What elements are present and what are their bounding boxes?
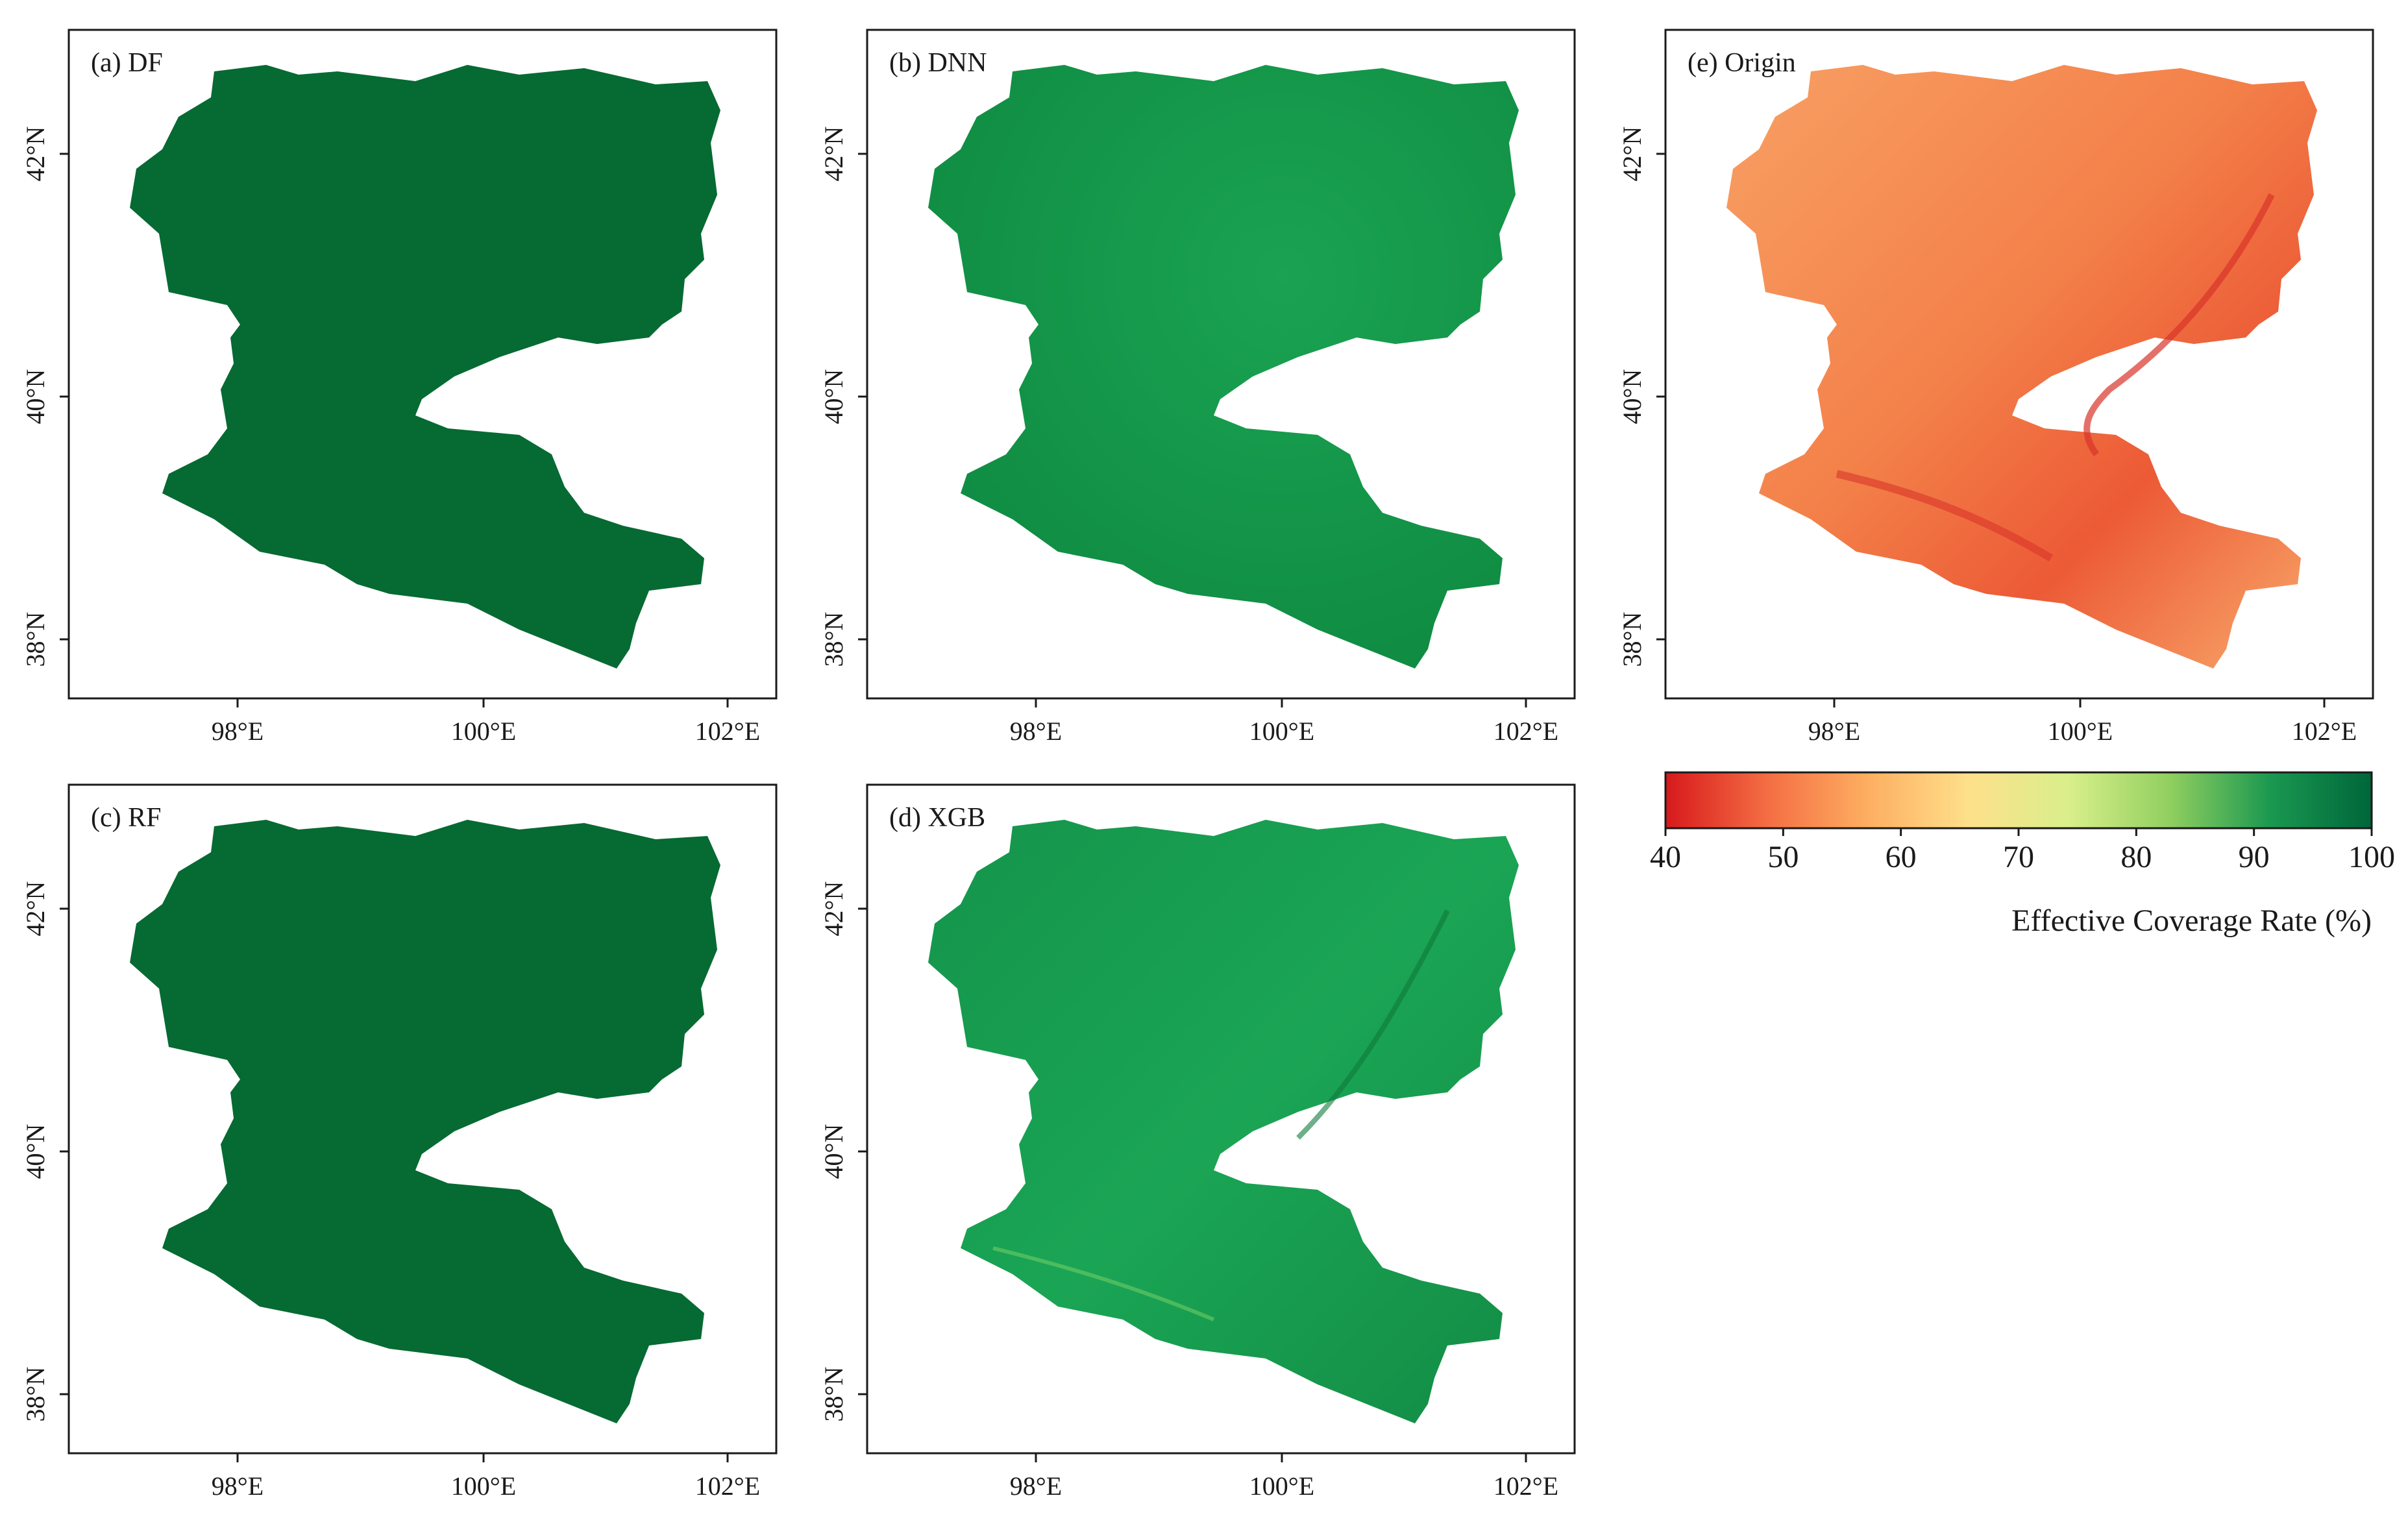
lon-tick-group: 98°E 100°E 102°E <box>1010 1453 1558 1501</box>
panel-label: (e) Origin <box>1688 48 1796 78</box>
colorbar-tick-label: 100 <box>2348 840 2395 874</box>
lon-tick-group: 98°E 100°E 102°E <box>1010 698 1558 746</box>
lat-tick-group: 42°N 40°N 38°N <box>1617 127 1665 667</box>
texture-streak <box>1296 909 1450 1140</box>
colorbar-tick-label: 90 <box>2239 840 2270 874</box>
lon-tick-group: 98°E 100°E 102°E <box>212 1453 760 1501</box>
lon-tick-label: 100°E <box>451 1471 516 1501</box>
panel-origin: (e) Origin 98°E 100°E 102°E 42°N 40°N 38… <box>1617 29 2374 746</box>
lon-tick-label: 100°E <box>2048 717 2113 746</box>
lon-tick-group: 98°E 100°E 102°E <box>212 698 760 746</box>
colorbar-tick-label: 80 <box>2120 840 2152 874</box>
lon-tick-label: 100°E <box>1249 717 1314 746</box>
lon-tick-label: 102°E <box>1493 717 1558 746</box>
panel-label: (b) DNN <box>889 48 987 78</box>
panel-label: (d) XGB <box>889 803 985 833</box>
panel-rf: (c) RF 98°E 100°E 102°E 42°N 40°N 38°N <box>21 783 778 1501</box>
lon-tick-label: 102°E <box>1493 1471 1558 1501</box>
colorbar-tick-label: 40 <box>1650 840 1681 874</box>
lon-tick-label: 102°E <box>695 717 760 746</box>
lat-tick-label: 40°N <box>21 369 50 424</box>
lon-tick-label: 98°E <box>212 1471 264 1501</box>
lat-tick-label: 40°N <box>1617 369 1647 424</box>
lat-tick-label: 42°N <box>21 127 50 182</box>
colorbar-tick-label: 50 <box>1767 840 1799 874</box>
lat-tick-group: 42°N 40°N 38°N <box>819 881 867 1422</box>
lat-tick-label: 40°N <box>21 1124 50 1179</box>
lat-tick-group: 42°N 40°N 38°N <box>21 881 69 1422</box>
lat-tick-label: 38°N <box>819 1367 848 1422</box>
lat-tick-label: 40°N <box>819 369 848 424</box>
lon-tick-label: 98°E <box>212 717 264 746</box>
lon-tick-label: 100°E <box>1249 1471 1314 1501</box>
colorbar: 40 50 60 70 80 90 100 Effective Coverage Rate … <box>1650 771 2395 938</box>
lat-tick-label: 38°N <box>21 612 50 667</box>
lat-tick-label: 38°N <box>21 1367 50 1422</box>
lat-tick-label: 38°N <box>1617 612 1647 667</box>
lon-tick-label: 102°E <box>695 1471 760 1501</box>
panel-label: (a) DF <box>91 48 163 78</box>
panel-dnn: (b) DNN 98°E 100°E 102°E 42°N 40°N 38°N <box>819 29 1576 746</box>
lon-tick-label: 102°E <box>2292 717 2357 746</box>
lon-tick-label: 100°E <box>451 717 516 746</box>
river-streak <box>1836 470 2054 562</box>
panel-label: (c) RF <box>91 803 162 833</box>
colorbar-title: Effective Coverage Rate (%) <box>2011 903 2372 938</box>
colorbar-gradient <box>1664 771 2373 830</box>
lat-tick-label: 40°N <box>819 1124 848 1179</box>
colorbar-tick-label: 60 <box>1886 840 1917 874</box>
lat-tick-label: 42°N <box>1617 127 1647 182</box>
panel-xgb: (d) XGB 98°E 100°E 102°E 42°N 40°N 38°N <box>819 783 1576 1501</box>
lat-tick-label: 38°N <box>819 612 848 667</box>
texture-streak <box>992 1246 1215 1321</box>
lat-tick-label: 42°N <box>819 127 848 182</box>
lon-tick-group: 98°E 100°E 102°E <box>1808 698 2357 746</box>
river-streak <box>2083 193 2275 456</box>
lon-tick-label: 98°E <box>1010 717 1062 746</box>
lat-tick-group: 42°N 40°N 38°N <box>819 127 867 667</box>
lon-tick-label: 98°E <box>1808 717 1860 746</box>
panel-df: (a) DF 98°E 100°E 102°E 42°N 40°N 38°N <box>21 29 778 746</box>
colorbar-tick-label: 70 <box>2003 840 2034 874</box>
colorbar-ticks: 40 50 60 70 80 90 100 <box>1650 828 2395 874</box>
lat-tick-label: 42°N <box>819 881 848 937</box>
lat-tick-group: 42°N 40°N 38°N <box>21 127 69 667</box>
lon-tick-label: 98°E <box>1010 1471 1062 1501</box>
lat-tick-label: 42°N <box>21 881 50 937</box>
